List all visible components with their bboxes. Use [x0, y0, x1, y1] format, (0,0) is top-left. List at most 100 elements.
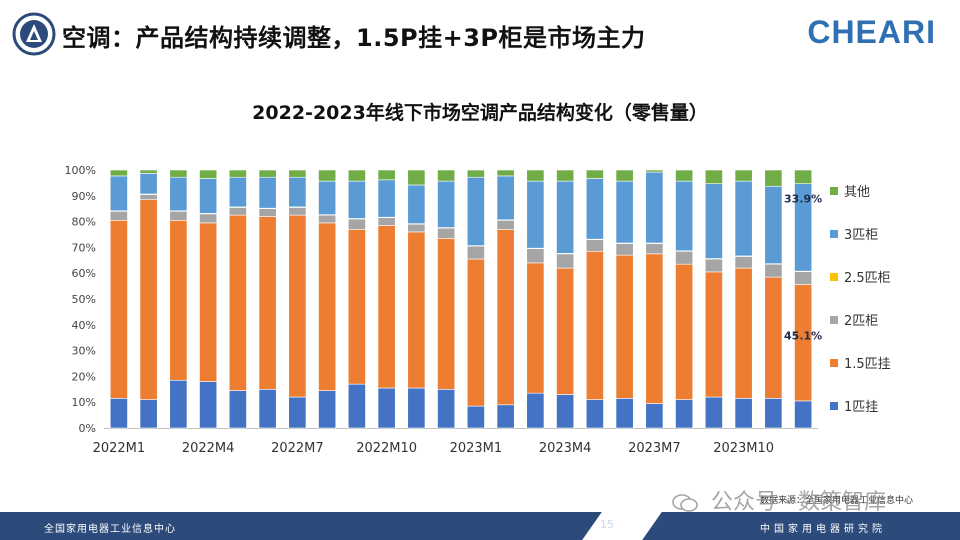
bar-segment-5: [109, 175, 128, 212]
bar-segment-2: [556, 267, 575, 395]
bar-segment-6: [258, 169, 277, 178]
bar-segment-3: [407, 223, 426, 233]
y-tick-label: 50%: [72, 293, 96, 306]
bar-segment-6: [347, 169, 366, 182]
legend-label: 2.5匹柜: [844, 271, 891, 286]
chart-title: 2022-2023年线下市场空调产品结构变化（零售量）: [252, 102, 708, 124]
bar-segment-6: [704, 169, 723, 184]
bar-segment-1: [585, 399, 604, 429]
bar-segment-6: [585, 169, 604, 179]
bar-segment-6: [675, 169, 694, 182]
bar-segment-6: [228, 169, 247, 178]
bar-segment-2: [109, 220, 128, 399]
bar-segment-2: [347, 229, 366, 385]
y-tick-label: 40%: [72, 319, 96, 332]
brand-logo: CHEARI: [807, 14, 936, 50]
data-label: 45.1%: [784, 330, 822, 343]
bar-segment-2: [318, 222, 337, 391]
x-tick-label: 2023M10: [713, 441, 774, 456]
data-label: 33.9%: [784, 192, 822, 205]
y-tick-label: 70%: [72, 241, 96, 254]
bar-segment-6: [437, 169, 456, 182]
bar-segment-1: [675, 399, 694, 429]
bar-segment-5: [496, 175, 515, 221]
bar-segment-1: [615, 398, 634, 429]
bar-segment-1: [794, 400, 813, 429]
bar-segment-2: [615, 254, 634, 399]
bar-segment-3: [704, 258, 723, 273]
bar-segment-1: [347, 383, 366, 429]
y-tick-label: 30%: [72, 345, 96, 358]
bar-segment-3: [526, 248, 545, 264]
bar-segment-5: [645, 171, 664, 244]
bar-segment-6: [377, 169, 396, 181]
bar-segment-6: [466, 169, 485, 178]
bar-segment-6: [556, 169, 575, 182]
bar-segment-5: [675, 180, 694, 252]
bar-segment-1: [526, 392, 545, 429]
bar-segment-1: [407, 387, 426, 429]
data-source-note: 数据来源：全国家用电器工业信息中心: [760, 496, 914, 506]
wechat-icon: [672, 494, 698, 512]
bar-segment-1: [288, 396, 307, 429]
bar-segment-6: [734, 169, 753, 182]
bar-segment-3: [258, 208, 277, 217]
y-tick-label: 0%: [79, 422, 96, 435]
slide-title: 空调：产品结构持续调整，1.5P挂+3P柜是市场主力: [62, 24, 646, 52]
x-tick-label: 2022M4: [182, 441, 235, 456]
bar-segment-1: [734, 398, 753, 429]
bar-segment-3: [288, 207, 307, 216]
bar-segment-5: [139, 173, 158, 195]
bar-segment-1: [466, 405, 485, 429]
bar-segment-2: [764, 276, 783, 399]
bar-segment-1: [318, 390, 337, 429]
bar-segment-6: [199, 169, 218, 179]
bar-segment-5: [407, 184, 426, 224]
page-number: 15: [600, 518, 614, 531]
bar-segment-5: [526, 180, 545, 249]
bar-segment-6: [109, 169, 128, 177]
bar-segment-2: [704, 271, 723, 398]
legend-label: 其他: [844, 185, 870, 200]
bar-segment-6: [407, 169, 426, 186]
bar-segment-3: [437, 227, 456, 239]
bar-segment-3: [466, 245, 485, 260]
bar-segment-5: [437, 180, 456, 228]
y-tick-label: 90%: [72, 190, 96, 203]
bar-segment-2: [585, 250, 604, 400]
watermark: 公众号 · 数策智库: [672, 484, 886, 516]
legend-swatch: [830, 230, 838, 238]
bar-segment-5: [199, 178, 218, 214]
bar-segment-3: [318, 214, 337, 224]
bar-segment-5: [347, 180, 366, 219]
bar-segment-5: [377, 179, 396, 218]
bar-segment-3: [675, 250, 694, 265]
bar-segment-1: [645, 403, 664, 429]
footer-bar: [0, 512, 960, 540]
bar-segment-1: [704, 396, 723, 429]
bar-segment-1: [169, 379, 188, 429]
bar-segment-1: [764, 398, 783, 429]
watermark-text: 公众号 · 数策智库: [711, 490, 886, 515]
bar-segment-3: [734, 256, 753, 269]
bar-segment-2: [139, 199, 158, 400]
bar-segment-5: [318, 180, 337, 215]
bar-segment-1: [496, 404, 515, 429]
bar-segment-3: [615, 243, 634, 256]
x-tick-label: 2022M10: [356, 441, 417, 456]
x-tick-label: 2022M1: [93, 441, 146, 456]
legend-swatch: [830, 316, 838, 324]
bar-segment-3: [169, 210, 188, 221]
y-tick-label: 10%: [72, 396, 96, 409]
bar-segment-5: [228, 176, 247, 208]
bar-segment-5: [288, 176, 307, 208]
bar-segment-2: [199, 222, 218, 382]
bar-segment-2: [496, 229, 515, 406]
bar-segment-1: [199, 381, 218, 429]
org-logo: [12, 12, 56, 56]
bar-segment-3: [496, 220, 515, 230]
bar-segment-1: [228, 390, 247, 429]
bar-segment-5: [704, 183, 723, 259]
bar-segment-5: [764, 185, 783, 264]
bar-segment-5: [169, 176, 188, 212]
